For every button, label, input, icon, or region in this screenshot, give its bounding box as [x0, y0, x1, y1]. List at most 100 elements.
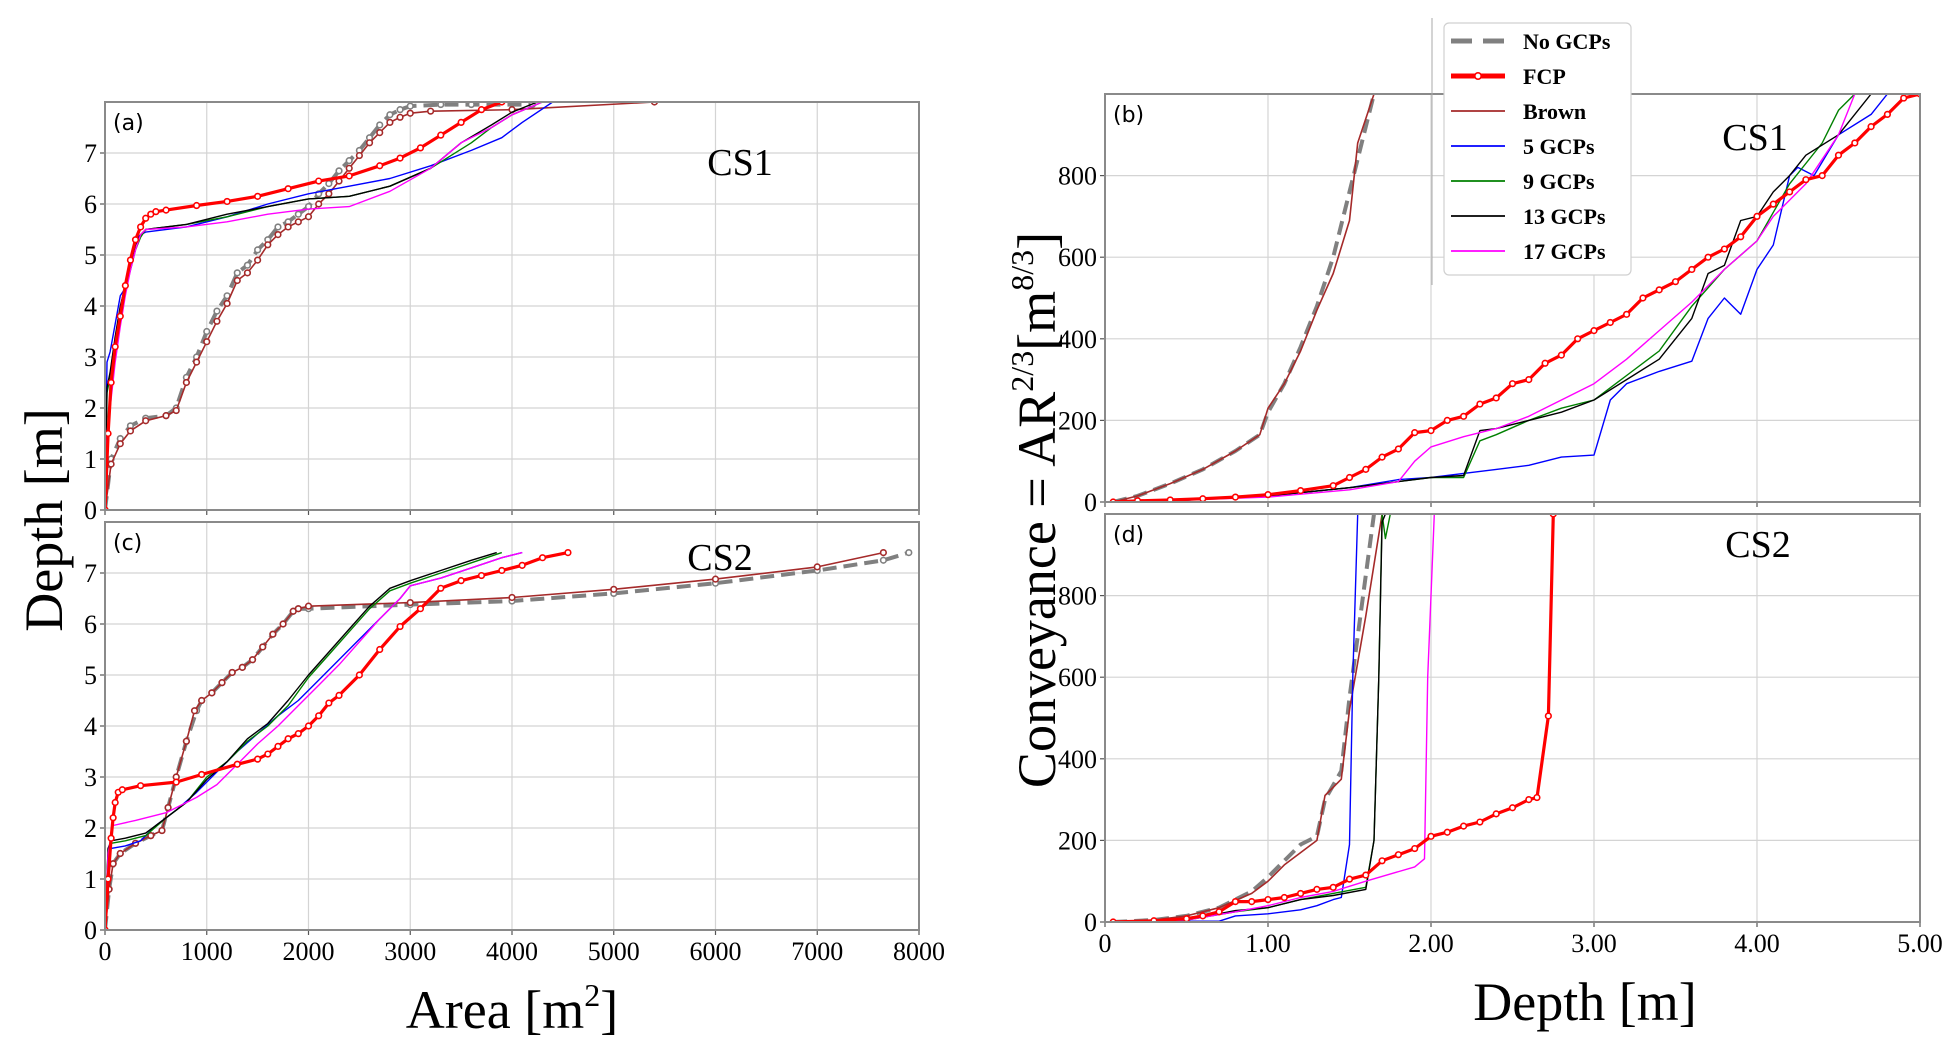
data-point-no-gcps	[203, 327, 211, 336]
y-tick-label: 0	[1084, 908, 1097, 937]
data-point-brown	[325, 190, 333, 198]
data-point-brown	[254, 256, 262, 264]
series-line-no-gcps	[105, 550, 910, 930]
data-point-fcp	[1590, 327, 1598, 335]
data-point-fcp	[1394, 445, 1402, 453]
data-point-no-gcps	[233, 269, 241, 277]
data-point-brown	[279, 620, 287, 628]
legend-item: Brown	[1451, 99, 1586, 124]
legend-item: 5 GCPs	[1451, 134, 1595, 159]
data-point-fcp	[109, 814, 117, 822]
legend-label: 5 GCPs	[1523, 134, 1595, 159]
series-line-no-gcps	[105, 102, 533, 510]
data-point-no-gcps	[243, 261, 252, 269]
y-tick-label: 3	[84, 763, 97, 792]
legend-marker	[1474, 72, 1483, 81]
series-line-5-gcps	[1113, 514, 1359, 922]
data-point-brown	[406, 109, 414, 117]
data-point-fcp	[1345, 473, 1354, 482]
data-point-fcp	[1264, 491, 1272, 499]
series-line-5-gcps	[105, 551, 523, 930]
data-point-brown	[610, 585, 618, 593]
data-point-fcp	[1427, 832, 1435, 840]
left-x-axis-title: Area [m2]	[406, 977, 618, 1040]
data-point-fcp	[233, 760, 241, 768]
series-line-brown	[1113, 514, 1383, 922]
y-tick-label: 800	[1058, 162, 1097, 191]
y-tick-label: 4	[84, 712, 97, 741]
data-point-brown	[284, 223, 292, 231]
data-point-fcp	[1704, 253, 1712, 261]
data-point-fcp	[1769, 200, 1777, 208]
data-point-brown	[427, 107, 435, 115]
data-point-fcp	[264, 750, 272, 758]
data-point-fcp	[1427, 427, 1435, 435]
data-point-fcp	[107, 834, 115, 842]
data-point-brown	[238, 663, 246, 671]
data-point-brown	[233, 276, 241, 285]
site-label: CS2	[1725, 524, 1790, 566]
data-point-fcp	[1785, 188, 1794, 196]
data-point-brown	[116, 440, 124, 448]
y-tick-label: 600	[1058, 243, 1097, 272]
data-point-brown	[711, 575, 720, 583]
data-point-fcp	[345, 172, 353, 180]
data-point-fcp	[142, 214, 150, 222]
data-point-fcp	[396, 622, 404, 631]
data-point-brown	[126, 427, 135, 435]
y-tick-label: 600	[1058, 663, 1097, 692]
data-point-fcp	[107, 378, 115, 387]
data-point-fcp	[1639, 294, 1647, 302]
panel-tag: (a)	[113, 111, 144, 136]
data-point-fcp	[1280, 893, 1288, 902]
right-y-axis-title: Conveyance = AR2/3[m8/3]	[1004, 232, 1067, 788]
data-point-brown	[147, 832, 155, 840]
data-point-brown	[208, 689, 216, 697]
data-point-fcp	[1362, 871, 1370, 879]
data-point-no-gcps	[376, 121, 384, 129]
data-point-brown	[304, 602, 313, 610]
data-point-fcp	[1329, 482, 1337, 490]
data-point-brown	[294, 605, 302, 613]
data-point-fcp	[1720, 245, 1728, 253]
data-point-fcp	[325, 699, 333, 707]
legend-label: 9 GCPs	[1523, 169, 1595, 194]
data-point-brown	[264, 241, 272, 249]
data-point-brown	[223, 299, 231, 308]
data-point-fcp	[1671, 278, 1680, 286]
y-tick-label: 5	[84, 241, 97, 270]
data-point-fcp	[274, 742, 282, 751]
series-line-17-gcps	[1113, 94, 1856, 502]
data-point-fcp	[457, 118, 465, 126]
data-point-fcp	[1296, 889, 1305, 898]
y-tick-label: 3	[84, 343, 97, 372]
data-point-no-gcps	[406, 102, 414, 110]
data-point-fcp	[126, 256, 135, 264]
data-point-brown	[508, 593, 516, 602]
data-point-fcp	[1411, 844, 1419, 853]
data-point-fcp	[1818, 172, 1826, 180]
data-point-fcp	[1182, 915, 1191, 922]
data-point-fcp	[315, 177, 323, 185]
x-tick-label: 6000	[690, 937, 742, 966]
data-point-fcp	[137, 223, 145, 231]
data-point-fcp	[1508, 380, 1517, 388]
data-point-no-gcps	[905, 548, 913, 557]
data-point-brown	[172, 406, 180, 415]
data-point-fcp	[1394, 851, 1402, 859]
x-tick-label: 4000	[486, 937, 538, 966]
panel-d: 0 1.00 2.00 3.00 4.00 5.00 0 200 400 600 800 (d) CS2	[1058, 513, 1943, 958]
data-point-fcp	[1476, 400, 1484, 408]
data-point-brown	[192, 358, 201, 366]
data-point-fcp	[1622, 310, 1631, 318]
legend-item: No GCPs	[1451, 29, 1611, 54]
x-tick-label: 0	[1099, 929, 1112, 958]
data-point-brown	[243, 269, 252, 277]
x-tick-label: 3.00	[1571, 929, 1617, 958]
data-point-fcp	[1443, 416, 1451, 425]
series-line-13-gcps	[105, 551, 497, 930]
data-point-no-gcps	[879, 556, 887, 564]
data-point-fcp	[477, 571, 486, 580]
left-y-axis-title: Depth [m]	[14, 408, 74, 631]
data-point-fcp	[437, 584, 445, 592]
